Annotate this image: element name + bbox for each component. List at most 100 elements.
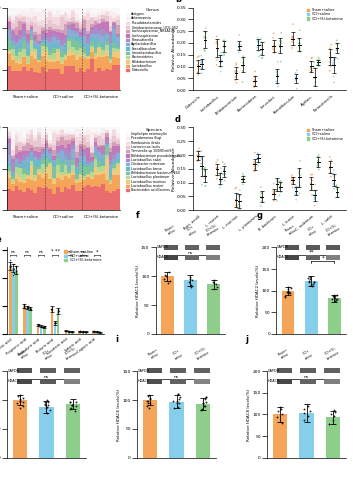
Bar	[82, 128, 86, 132]
Bar	[101, 145, 105, 146]
Bar	[105, 34, 109, 38]
Bar	[90, 176, 94, 180]
Bar	[79, 8, 82, 18]
Bar	[52, 24, 56, 29]
Point	[83, 328, 88, 336]
Point	[70, 328, 75, 336]
Bar	[56, 172, 60, 178]
Point	[42, 322, 48, 330]
Y-axis label: Relative HDAC6 levels(%): Relative HDAC6 levels(%)	[117, 388, 121, 440]
Point	[312, 195, 317, 203]
Bar	[37, 152, 41, 157]
Bar	[60, 17, 64, 30]
Bar	[116, 175, 120, 190]
Bar	[18, 128, 22, 132]
Point	[217, 171, 223, 179]
Point	[8, 262, 13, 270]
Bar	[79, 161, 82, 163]
Point	[328, 41, 334, 49]
Point	[291, 178, 296, 186]
Bar	[97, 68, 101, 90]
Point	[315, 162, 320, 170]
Bar	[45, 60, 48, 72]
Point	[312, 202, 317, 209]
Point	[301, 409, 306, 417]
Bar	[97, 8, 101, 13]
Point	[270, 45, 276, 53]
Bar	[18, 190, 22, 210]
Point	[332, 55, 337, 63]
Point	[330, 60, 336, 68]
Point	[332, 297, 338, 305]
Bar	[45, 168, 48, 174]
Point	[255, 149, 261, 157]
Bar	[97, 150, 101, 152]
Bar	[45, 33, 48, 36]
Bar	[71, 66, 75, 90]
Point	[17, 396, 23, 404]
Point	[275, 177, 281, 185]
Bar	[94, 128, 97, 132]
Bar	[52, 30, 56, 34]
Bar	[37, 41, 41, 42]
Bar	[37, 148, 41, 152]
Point	[80, 328, 85, 336]
Bar	[60, 40, 64, 45]
Bar	[109, 26, 113, 32]
Bar	[60, 174, 64, 180]
Point	[214, 56, 220, 64]
Point	[293, 76, 299, 84]
Point	[69, 400, 75, 408]
Bar	[109, 182, 113, 184]
Bar	[52, 38, 56, 43]
Point	[46, 398, 51, 406]
Point	[94, 328, 100, 336]
Point	[38, 322, 43, 330]
Bar	[67, 26, 71, 30]
Point	[10, 260, 16, 268]
Bar	[41, 188, 45, 210]
Bar	[71, 32, 75, 38]
Point	[202, 182, 208, 190]
Bar	[109, 55, 113, 59]
Point	[163, 272, 169, 280]
Point	[234, 79, 239, 87]
Point	[277, 178, 282, 186]
Bar	[18, 166, 22, 168]
Point	[80, 328, 85, 336]
Bar	[101, 44, 105, 48]
Bar	[60, 137, 64, 145]
Point	[195, 68, 201, 76]
Bar	[48, 160, 52, 162]
Bar	[60, 33, 64, 40]
Bar	[64, 158, 67, 160]
Text: Agrilact.: Agrilact.	[301, 94, 315, 107]
Bar	[60, 145, 64, 150]
Bar	[14, 154, 18, 158]
Bar	[79, 52, 82, 57]
Bar	[94, 159, 97, 167]
Bar	[14, 146, 18, 154]
Bar	[56, 69, 60, 90]
Point	[289, 38, 295, 46]
Bar	[14, 52, 18, 56]
Bar	[56, 18, 60, 25]
Point	[333, 44, 339, 52]
Bar	[26, 143, 30, 151]
Point	[165, 279, 170, 287]
Bar	[52, 128, 56, 130]
Bar	[116, 140, 120, 144]
Bar	[113, 52, 116, 56]
Bar	[41, 164, 45, 172]
Bar	[109, 70, 113, 90]
Bar	[67, 66, 71, 90]
Bar	[67, 140, 71, 144]
Bar	[116, 51, 120, 59]
Bar	[86, 165, 90, 168]
Bar	[60, 180, 64, 192]
Bar	[94, 186, 97, 210]
Bar	[75, 55, 79, 60]
Bar	[82, 180, 86, 187]
Point	[328, 156, 334, 164]
Point	[309, 191, 315, 199]
